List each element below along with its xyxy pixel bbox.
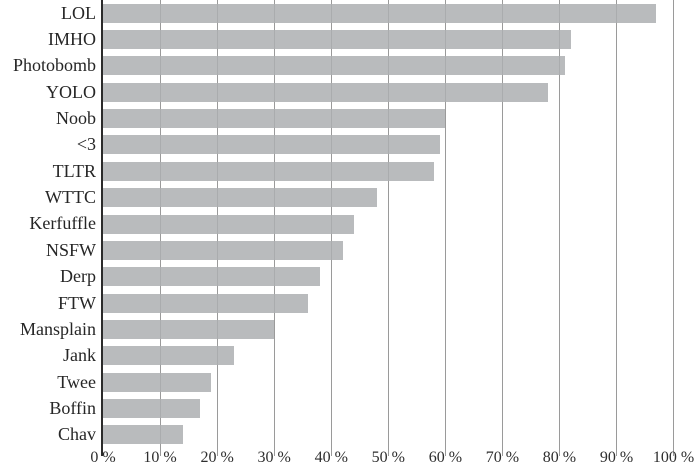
gridline-70	[501, 0, 503, 456]
bar-3	[103, 135, 440, 155]
category-label: FTW	[58, 292, 96, 313]
category-label: TLTR	[52, 160, 96, 181]
category-label: Derp	[60, 266, 96, 287]
gridline-50	[387, 0, 389, 456]
plot-area	[101, 0, 675, 456]
category-label: Jank	[63, 345, 96, 366]
category-axis-labels: LOL IMHO Photobomb YOLO Noob <3 TLTR WTTC Kerfuf…	[0, 0, 96, 448]
gridline-60	[444, 0, 446, 456]
bar-kerfuffle	[103, 214, 355, 234]
bar-chav	[103, 425, 183, 445]
category-label: Chav	[58, 424, 96, 445]
bar-twee	[103, 372, 212, 392]
bar-boffin	[103, 398, 200, 418]
x-tick-label: 40 %	[314, 449, 348, 466]
gridline-100	[673, 0, 675, 456]
category-label: <3	[76, 134, 96, 155]
category-label: NSFW	[45, 239, 96, 260]
category-label: Mansplain	[20, 318, 96, 339]
category-label: IMHO	[48, 29, 96, 50]
x-tick-label: 50 %	[371, 449, 405, 466]
bar-imho	[103, 30, 571, 50]
bar-wttc	[103, 188, 377, 208]
bar-jank	[103, 346, 235, 366]
category-label: Noob	[56, 108, 96, 129]
x-tick-label: 10 %	[143, 449, 177, 466]
bar-noob	[103, 109, 446, 129]
x-tick-label: 80 %	[542, 449, 577, 466]
gridline-80	[558, 0, 560, 456]
bar-ftw	[103, 293, 309, 313]
category-label: Twee	[57, 371, 96, 392]
bar-derp	[103, 267, 320, 287]
y-axis-line	[101, 0, 103, 456]
bar-lol	[103, 3, 657, 23]
category-label: Kerfuffle	[29, 213, 96, 234]
bar-mansplain	[103, 319, 275, 339]
category-label: LOL	[61, 2, 96, 23]
value-axis-labels: 0 % 10 % 20 % 30 % 40 % 50 % 60 % 70 % 80 % 90 % 1…	[0, 449, 700, 471]
category-label: Photobomb	[12, 55, 96, 76]
gridline-90	[616, 0, 618, 456]
x-tick-label: 60 %	[428, 449, 463, 466]
bar-tltr	[103, 161, 434, 181]
x-tick-label: 0 %	[90, 449, 116, 466]
bar-yolo	[103, 82, 549, 102]
bar-nsfw	[103, 240, 343, 260]
x-tick-label: 30 %	[257, 449, 291, 466]
category-label: Boffin	[49, 397, 96, 418]
x-tick-label: 90 %	[599, 449, 634, 466]
category-label: WTTC	[45, 187, 96, 208]
bar-photobomb	[103, 56, 566, 76]
x-tick-label: 100 %	[652, 449, 695, 466]
x-tick-label: 20 %	[200, 449, 234, 466]
x-tick-label: 70 %	[485, 449, 520, 466]
category-label: YOLO	[46, 81, 96, 102]
